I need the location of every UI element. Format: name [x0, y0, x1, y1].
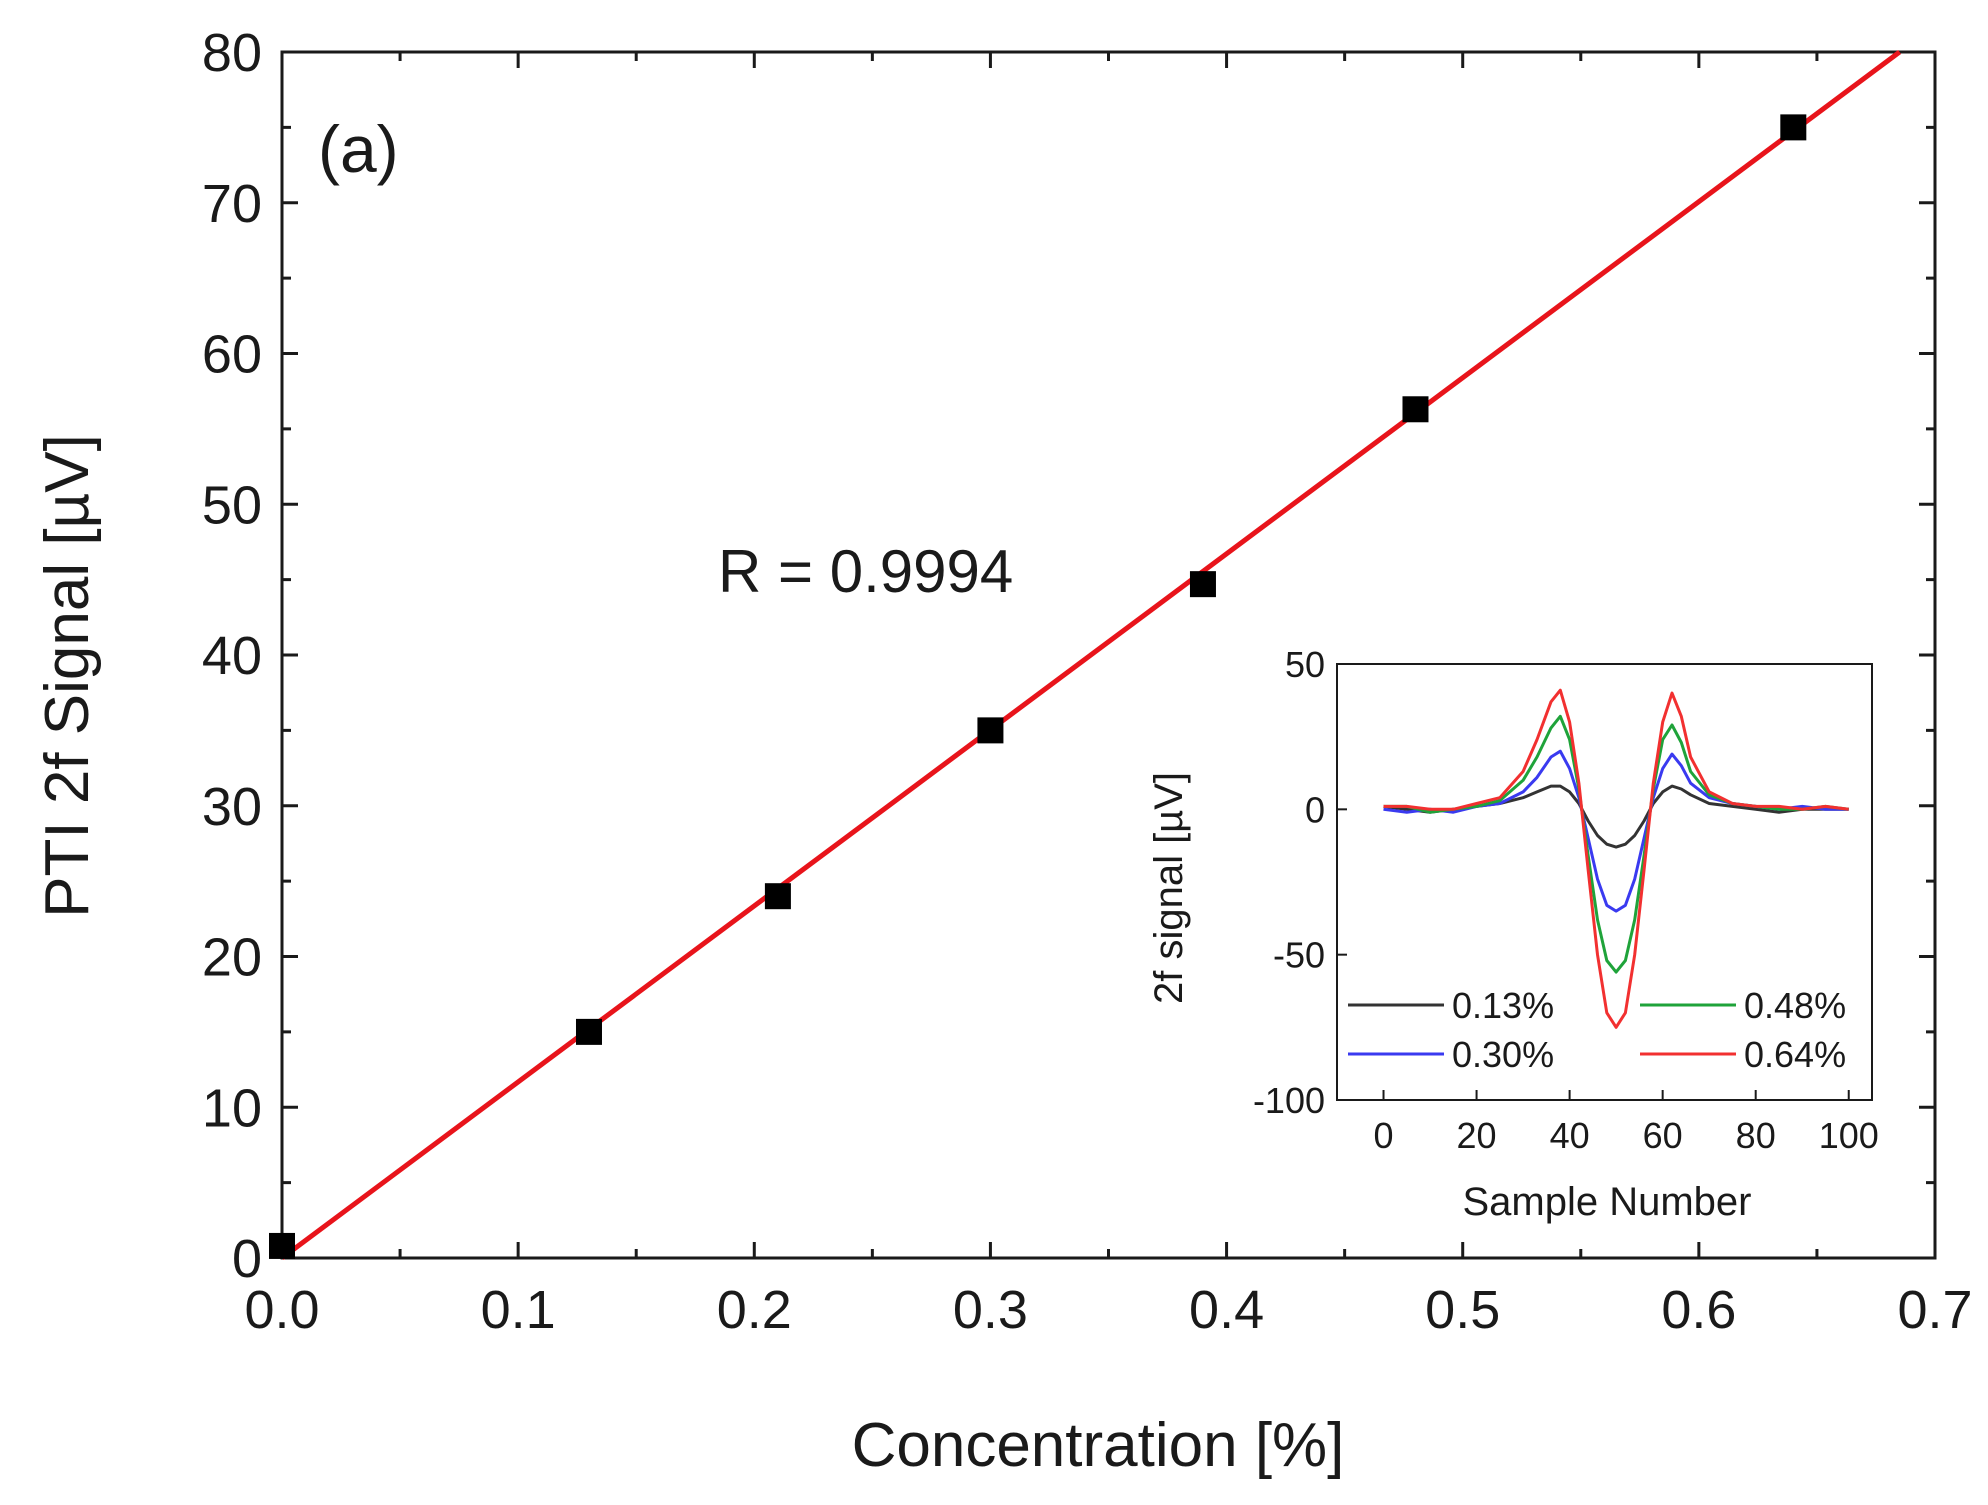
inset-x-tick-label: 0 [1374, 1115, 1394, 1156]
inset-y-axis-title: 2f signal [µV] [1147, 772, 1191, 1004]
inset-x-tick-label: 80 [1736, 1115, 1776, 1156]
inset-tick-labels: 0 20 40 60 80 100 50 0 -50 -100 [1253, 644, 1879, 1156]
y-tick-label: 60 [202, 325, 262, 385]
inset-ticks [1337, 663, 1850, 1101]
data-point [764, 883, 791, 910]
inset-series [1383, 688, 1849, 1029]
inset-series-line [1383, 688, 1849, 1029]
legend-label: 0.13% [1452, 985, 1554, 1026]
panel-label: (a) [318, 112, 399, 186]
y-tick-label: 0 [232, 1229, 262, 1289]
x-tick-label: 0.2 [717, 1280, 792, 1340]
y-axis-title: PTI 2f Signal [µV] [33, 434, 102, 918]
legend-label: 0.48% [1744, 985, 1846, 1026]
x-tick-label: 0.4 [1189, 1280, 1264, 1340]
inset-y-tick-label: -100 [1253, 1080, 1325, 1121]
data-point [1189, 571, 1216, 598]
x-tick-label: 0.5 [1425, 1280, 1500, 1340]
inset-x-axis-title: Sample Number [1462, 1180, 1751, 1224]
inset-y-tick-label: 0 [1305, 789, 1325, 830]
x-axis-title: Concentration [%] [852, 1411, 1345, 1480]
inset-plot-frame [1336, 663, 1873, 1101]
legend-label: 0.30% [1452, 1034, 1554, 1075]
y-tick-label: 40 [202, 626, 262, 686]
fit-line [280, 49, 1902, 1261]
inset-background [1150, 630, 1890, 1240]
y-tick-label: 80 [202, 23, 262, 83]
y-tick-label: 70 [202, 174, 262, 234]
data-point [1780, 114, 1807, 141]
correlation-annotation: R = 0.9994 [718, 538, 1013, 605]
inset-y-tick-label: 50 [1285, 644, 1325, 685]
legend-label: 0.64% [1744, 1034, 1846, 1075]
x-tick-label: 0.6 [1661, 1280, 1736, 1340]
inset-x-tick-label: 20 [1457, 1115, 1497, 1156]
main-tick-labels: 0.0 0.1 0.2 0.3 0.4 0.5 0.6 0.7 0 10 20 30 40 50 60 70 8… [202, 23, 1973, 1340]
x-tick-label: 0.7 [1897, 1280, 1972, 1340]
data-point [977, 717, 1004, 744]
x-tick-label: 0.1 [481, 1280, 556, 1340]
data-point [1402, 396, 1429, 423]
y-tick-label: 10 [202, 1078, 262, 1138]
y-tick-label: 30 [202, 777, 262, 837]
x-tick-label: 0.3 [953, 1280, 1028, 1340]
inset-x-tick-label: 100 [1819, 1115, 1879, 1156]
inset-legend: 0.13% 0.48% 0.30% 0.64% [1348, 985, 1846, 1075]
main-series [269, 49, 1902, 1261]
x-tick-label: 0.0 [244, 1280, 319, 1340]
data-point [269, 1232, 295, 1259]
main-plot: 0.0 0.1 0.2 0.3 0.4 0.5 0.6 0.7 0 10 20 30 40 50 60 70 8… [33, 23, 1973, 1480]
data-point [575, 1018, 602, 1045]
y-tick-label: 50 [202, 475, 262, 535]
inset-x-tick-label: 60 [1643, 1115, 1683, 1156]
y-tick-label: 20 [202, 928, 262, 988]
inset-y-tick-label: -50 [1273, 935, 1325, 976]
inset-x-tick-label: 40 [1550, 1115, 1590, 1156]
